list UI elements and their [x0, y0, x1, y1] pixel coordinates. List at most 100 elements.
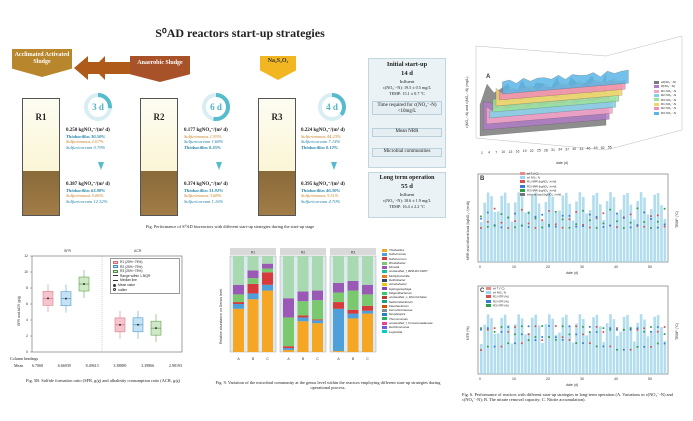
fig6b-point	[554, 223, 557, 226]
fig5b-legend-r1-label: R1 (25%~75%)	[120, 260, 143, 264]
fig6b-point	[588, 213, 591, 216]
fig6b-legend-label: R3 NRR (kgNO₃⁻/m³d)	[527, 187, 557, 192]
fig6c-bar	[558, 332, 561, 374]
fig6c-point	[656, 330, 659, 333]
fig6c-point	[575, 325, 578, 328]
fig6c-xtick-label: 10	[512, 377, 516, 381]
fig6a-xtick-label: 43	[579, 147, 583, 151]
fig6c-point	[616, 328, 618, 331]
r3-top-taxon-2: Sulfuricurvum	[301, 139, 328, 145]
fig5b-legend-r3-label: R3 (25%~75%)	[120, 269, 143, 274]
fig6b-legend-label: R1 NRR (kgNO₃⁻/m³d)	[527, 179, 557, 184]
fig6c-bar	[616, 335, 619, 374]
fig6b-legend-label: R2 NRR (kgNO₃⁻/m³d)	[527, 183, 557, 188]
fig6c-bar	[517, 314, 520, 374]
fig9-legend-item: Fidgentibacterium	[382, 291, 452, 295]
fig6c-xtick-label: 40	[614, 377, 618, 381]
fig6-caption: Fig. 6. Performance of reactors with dif…	[462, 392, 673, 403]
fig6c-point	[493, 330, 496, 333]
fig6c-point	[554, 338, 557, 341]
r3-top-pct-1: 44.23%	[326, 133, 341, 139]
fig5b-legend-median: Median line	[113, 278, 177, 283]
fig6c-legend-item: inf NO₃⁻N	[486, 290, 546, 295]
fig9-legend-label: Thermomonas	[389, 316, 408, 321]
fig6c-point	[650, 326, 652, 329]
fig6a-legend-item: ef(NO₃⁻-N)	[654, 80, 692, 84]
fig9-bar-segment	[347, 313, 359, 319]
fig9-legend-item: Methylovirsinilla	[382, 274, 452, 278]
fig5b-swatch-r2	[113, 265, 118, 269]
fig6c-point	[561, 325, 564, 328]
fig9-bar-segment	[297, 321, 309, 352]
r1-rate-bottom: 0.387 kgNO₃⁻/(m³ d)	[66, 182, 110, 187]
fig6a-legend-swatch	[654, 102, 659, 106]
mean-nrr-box: Mean NRR	[372, 128, 442, 137]
fig9-caption: Fig. 9. Variation of the microbial commu…	[215, 380, 441, 391]
fig5b-legend-r3: R3 (25%~75%)	[113, 269, 177, 274]
r3-bottom-taxon-2: Sulfurimonas	[301, 193, 326, 199]
day-ring-r3-label: 4 d	[326, 102, 338, 112]
r3-bottom-taxon-3: Sulfuricurvum	[301, 198, 328, 204]
fig5b-swatch-median	[113, 280, 118, 281]
fig9-chart: Relative abundance on Genus level R1A B CR…	[219, 248, 377, 361]
fig9-legend-swatch	[382, 274, 387, 278]
fig6a-xlabel: date (d)	[556, 161, 568, 165]
fig6b-legend-swatch	[520, 180, 525, 184]
fig6b-bar	[599, 204, 602, 262]
fig6c-point	[534, 339, 537, 342]
fig5b-legend-outlier: outlier	[113, 288, 177, 293]
fig6c-legend-label: R2 NTR (%)	[493, 298, 509, 303]
fig6c-legend-swatch	[486, 303, 491, 307]
fig5b-swatch-r3	[113, 269, 118, 273]
fig6b-bar	[578, 192, 582, 262]
fig6b-point	[595, 226, 598, 229]
fig5b-column-headings: Column headings	[10, 356, 39, 361]
fig6c-point	[616, 327, 618, 330]
fig9-legend-label: Methylovirsinilla	[389, 273, 410, 278]
fig6a-legend-label: R2 NO₃⁻-N	[661, 93, 677, 98]
fig6c-point	[561, 338, 564, 341]
fig6b-bar	[527, 211, 531, 262]
fig6c-point	[527, 333, 530, 336]
long-term-panel	[368, 172, 446, 218]
fig9-panel-strip	[230, 248, 276, 255]
fig9-bar-others	[262, 256, 273, 264]
fig6c-ylabel-left: NTR (%)	[466, 326, 470, 340]
fig9-panel-label: R3	[351, 251, 356, 255]
fig6b-point	[561, 214, 564, 217]
fig6c-bar	[514, 324, 517, 374]
fig6c-point	[602, 330, 605, 333]
fig9-panel-strip	[280, 248, 326, 255]
fig6c-bar	[578, 314, 582, 374]
fig6b-bar	[588, 210, 592, 262]
fig6c-point	[629, 328, 632, 331]
fig6b-bar	[660, 205, 663, 262]
fig6a-legend-label: ef(NO₃⁻-N)	[661, 80, 676, 84]
fig6c-point	[486, 327, 489, 330]
fig6c-bar	[609, 314, 612, 374]
fig9-legend: Thiobacillus Sulfurimonas Sulfuricurvum Rho…	[382, 248, 452, 334]
fig9-bar-segment	[333, 292, 344, 303]
fig6a-legend-swatch	[654, 85, 659, 89]
day-ring-r2	[202, 93, 230, 121]
fig6b-point	[568, 214, 571, 217]
fig6b-bar	[663, 218, 667, 262]
r1-bottom-taxon-1: Thiobacillus	[66, 187, 90, 193]
r3-top-pct-3: 0.12%	[325, 144, 338, 150]
fig6a-xtick-label: 52	[601, 146, 605, 150]
day-ring-r1	[84, 93, 112, 121]
fig6c-point	[629, 327, 632, 330]
fig6c-bar	[639, 314, 643, 374]
fig6c-bar	[663, 340, 667, 374]
r2-rate-top: 0.177 kgNO₃⁻/(m³ d)	[184, 128, 228, 133]
fig9-bar-segment	[362, 313, 373, 352]
fig6c-legend-item: R1 NTR (%)	[486, 295, 546, 299]
fig9-legend-swatch	[382, 300, 387, 304]
fig6b-point	[643, 211, 646, 214]
fig6a-legend-swatch	[654, 111, 659, 115]
fig6c-point	[493, 327, 496, 330]
fig5b-ytick-label: 6	[26, 302, 28, 306]
r1-end-info: 0.387 kgNO₃⁻/(m³ d) Thiobacillus 63.88% …	[66, 182, 138, 204]
fig9-bar-others	[233, 256, 244, 285]
fig9-bar-others	[333, 256, 344, 283]
